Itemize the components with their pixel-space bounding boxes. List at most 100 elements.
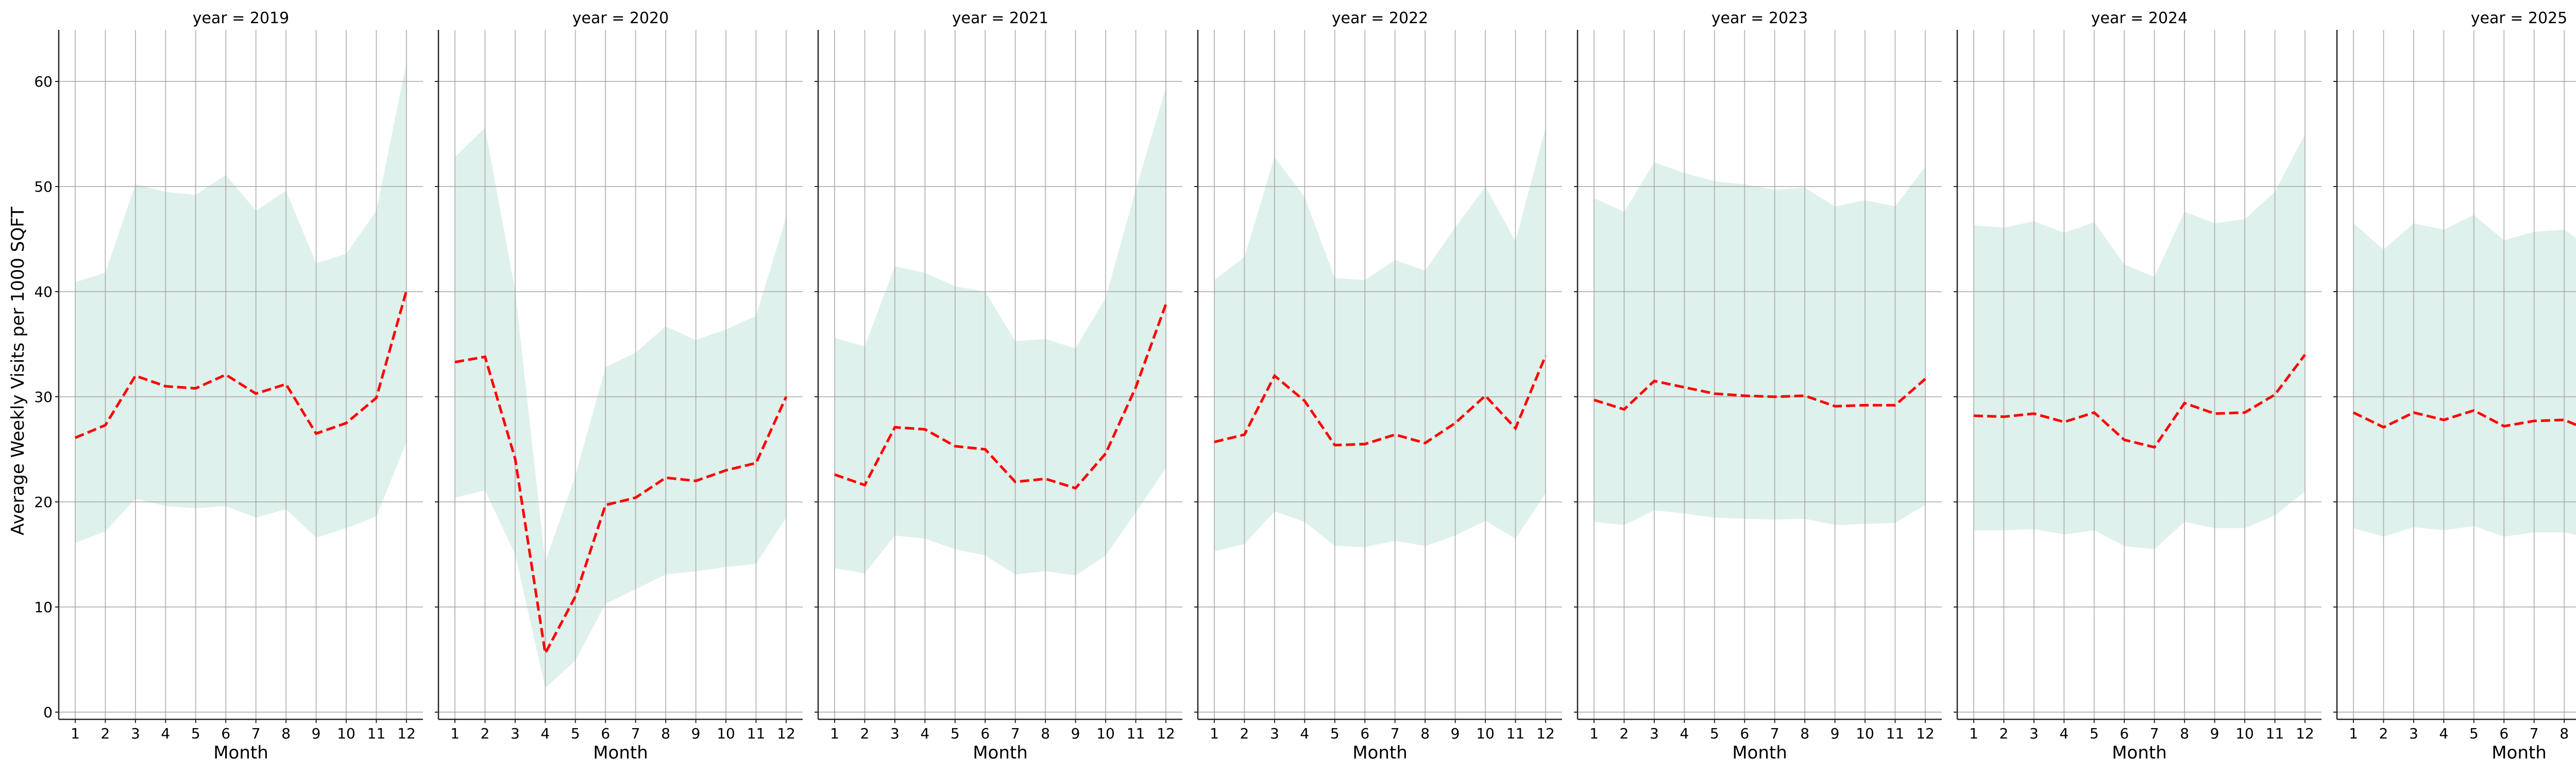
x-tick-label: 12	[1916, 725, 1935, 742]
x-tick-label: 12	[1536, 725, 1555, 742]
x-tick-label: 6	[1740, 725, 1749, 742]
x-tick-label: 8	[1041, 725, 1050, 742]
gridlines	[1957, 30, 2321, 719]
x-tick-label: 7	[1770, 725, 1780, 742]
x-tick-label: 5	[571, 725, 580, 742]
x-tick-label: 3	[1270, 725, 1279, 742]
x-tick-label: 7	[1011, 725, 1020, 742]
median-line	[1594, 378, 1926, 411]
x-tick-label: 4	[540, 725, 550, 742]
x-tick-label: 6	[2499, 725, 2509, 742]
x-tick-label: 12	[777, 725, 795, 742]
median-line	[834, 304, 1167, 490]
x-tick-label: 3	[890, 725, 900, 742]
x-tick-label: 12	[397, 725, 416, 742]
x-tick-label: 4	[920, 725, 929, 742]
percentile-band	[1974, 134, 2305, 549]
percentile-band	[1594, 162, 1925, 525]
x-axis-label: Month	[213, 743, 268, 763]
x-tick-label: 7	[2150, 725, 2159, 742]
median-line	[1973, 353, 2306, 449]
x-tick-label: 4	[1680, 725, 1689, 742]
x-tick-label: 2	[1620, 725, 1629, 742]
x-tick-label: 1	[1969, 725, 1978, 742]
x-tick-label: 4	[1300, 725, 1309, 742]
gridlines	[1578, 30, 1942, 719]
x-tick-label: 8	[1800, 725, 1809, 742]
x-tick-label: 9	[2210, 725, 2219, 742]
median-line	[2352, 409, 2576, 429]
percentile-band	[2353, 215, 2576, 537]
x-tick-label: 9	[691, 725, 701, 742]
y-tick-label: 10	[34, 599, 53, 616]
percentile-band	[455, 127, 786, 688]
x-tick-label: 8	[2180, 725, 2189, 742]
x-tick-label: 2	[860, 725, 870, 742]
x-tick-label: 2	[481, 725, 490, 742]
x-tick-label: 6	[980, 725, 990, 742]
x-tick-label: 4	[2059, 725, 2069, 742]
x-tick-label: 8	[281, 725, 291, 742]
median-line	[75, 290, 408, 439]
x-tick-label: 5	[2469, 725, 2479, 742]
x-axis-label: Month	[1352, 743, 1408, 763]
x-tick-label: 7	[1391, 725, 1400, 742]
x-axis-label: Month	[973, 743, 1028, 763]
percentile-band	[835, 88, 1166, 576]
y-tick-label: 30	[34, 389, 53, 406]
percentile-band	[1214, 127, 1546, 551]
x-tick-label: 7	[251, 725, 261, 742]
x-tick-label: 5	[1710, 725, 1719, 742]
x-tick-label: 8	[661, 725, 670, 742]
x-tick-label: 7	[2530, 725, 2539, 742]
panel-title: year = 2022	[1332, 9, 1429, 27]
x-tick-label: 3	[2409, 725, 2418, 742]
panel-title: year = 2021	[952, 9, 1049, 27]
x-tick-label: 4	[161, 725, 170, 742]
x-tick-label: 9	[1831, 725, 1840, 742]
gridlines	[818, 30, 1182, 719]
x-tick-label: 6	[221, 725, 230, 742]
x-tick-label: 2	[101, 725, 110, 742]
y-tick-label: 20	[34, 494, 53, 511]
x-tick-label: 12	[2296, 725, 2314, 742]
x-tick-label: 11	[2266, 725, 2284, 742]
gridlines	[438, 30, 803, 719]
panel-title: year = 2019	[193, 9, 290, 27]
y-tick-label: 50	[34, 178, 53, 195]
panel-title: year = 2023	[1711, 9, 1808, 27]
x-tick-label: 4	[2439, 725, 2448, 742]
x-tick-label: 6	[1360, 725, 1369, 742]
x-tick-label: 1	[1210, 725, 1219, 742]
x-tick-label: 10	[1856, 725, 1874, 742]
x-tick-label: 6	[601, 725, 610, 742]
x-tick-label: 1	[830, 725, 839, 742]
x-tick-label: 1	[71, 725, 80, 742]
x-tick-label: 3	[2029, 725, 2039, 742]
gridlines	[2337, 30, 2576, 719]
x-axis-label: Month	[2492, 743, 2547, 763]
x-tick-label: 10	[717, 725, 735, 742]
x-tick-label: 11	[1506, 725, 1525, 742]
x-tick-label: 9	[1451, 725, 1460, 742]
x-tick-label: 3	[511, 725, 520, 742]
x-tick-label: 1	[450, 725, 460, 742]
x-tick-label: 5	[2090, 725, 2099, 742]
panel-title: year = 2020	[572, 9, 669, 27]
x-tick-label: 12	[1157, 725, 1175, 742]
y-tick-label: 40	[34, 283, 53, 300]
x-tick-label: 5	[1330, 725, 1340, 742]
x-tick-label: 10	[1476, 725, 1495, 742]
x-axis-label: Month	[2112, 743, 2167, 763]
y-tick-label: 0	[43, 704, 53, 721]
x-tick-label: 1	[2349, 725, 2358, 742]
